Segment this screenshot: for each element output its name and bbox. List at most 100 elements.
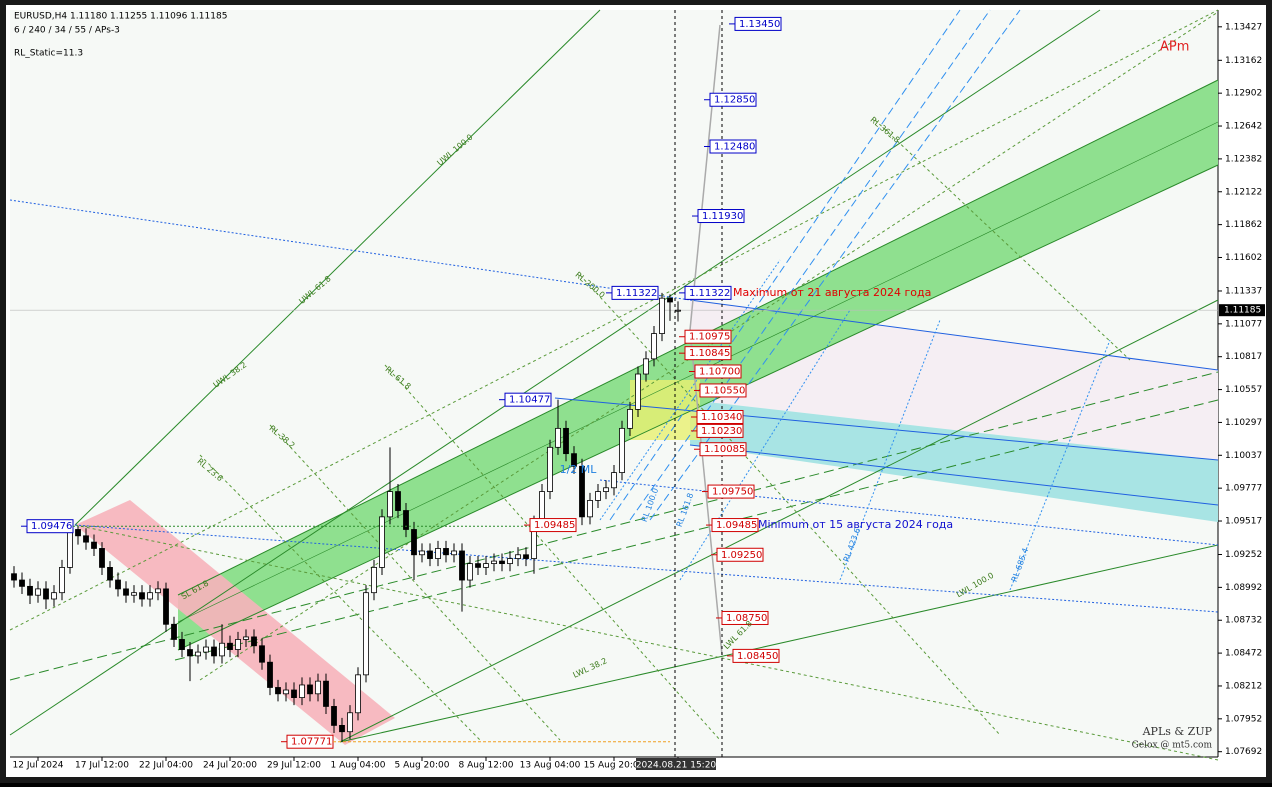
candle-body (635, 373, 641, 410)
level-label: 1.10550 (704, 385, 745, 396)
level-label: 1.09485 (534, 520, 575, 531)
candle-body (643, 358, 649, 375)
x-tick-label: 13 Aug 04:00 (520, 761, 581, 771)
y-tick-label: 1.11077 (1225, 319, 1262, 329)
blue-fan (649, 9, 1021, 521)
candle-body (499, 560, 505, 565)
candle-body (387, 491, 393, 518)
candle-body (339, 725, 345, 733)
candle-body (131, 592, 137, 596)
level-label: 1.09485 (716, 520, 757, 531)
level-label: 1.12850 (714, 95, 755, 106)
x-cursor-box (636, 758, 716, 770)
candle-body (483, 563, 489, 568)
candle-body (411, 529, 417, 556)
zigzag (689, 329, 723, 656)
rl-line (579, 274, 1001, 736)
level-label: 1.08450 (737, 651, 778, 662)
median-line (74, 524, 1219, 613)
fan-line (339, 544, 1219, 743)
indicator: RL_Static=11.3 (14, 49, 83, 59)
level-box (684, 346, 732, 361)
current-price-label: 1.11185 (1224, 306, 1261, 316)
candle-body (547, 446, 553, 492)
candle-body (403, 510, 409, 530)
candle-body (275, 687, 281, 695)
candle-body (595, 491, 601, 501)
candle-body (219, 642, 225, 657)
level-box (699, 383, 747, 398)
level-box (699, 442, 747, 457)
fan-line (74, 524, 1219, 761)
fan-line (9, 9, 1219, 631)
level-label: 1.11322 (616, 288, 657, 299)
candle-body (259, 645, 265, 663)
level-box (611, 285, 659, 300)
level-box (716, 547, 764, 562)
candle-body (307, 684, 313, 695)
candle-body (235, 639, 241, 650)
candle-body (299, 684, 305, 698)
level-label: 1.10700 (699, 366, 740, 377)
level-label: 1.09750 (712, 487, 753, 498)
blue-fan (609, 9, 961, 521)
y-tick-label: 1.08732 (1225, 616, 1262, 626)
level-box (684, 329, 732, 344)
candle-body (291, 689, 297, 698)
y-tick-label: 1.07952 (1225, 714, 1262, 724)
x-tick-label: 22 Jul 04:00 (139, 761, 193, 771)
candle-body (571, 453, 577, 467)
x-tick-label: 12 Jul 2024 (13, 761, 64, 771)
fan-line (339, 299, 1219, 743)
rl-line (269, 424, 561, 741)
level-label: 1.10477 (509, 395, 550, 406)
x-tick-label: 8 Aug 12:00 (459, 761, 514, 771)
level-label: 1.10845 (689, 348, 730, 359)
candle-body (11, 573, 17, 581)
candle-body (195, 651, 201, 657)
candle-body (331, 706, 337, 726)
x-tick-label: 24 Jul 20:00 (203, 761, 257, 771)
level-box (711, 518, 759, 533)
y-tick-label: 1.13162 (1225, 56, 1262, 66)
candle-body (163, 588, 169, 625)
blue-fan (839, 319, 941, 581)
candle-body (459, 550, 465, 581)
x-tick-label: 2024.08.21 15:20 (636, 761, 717, 771)
level-box (694, 364, 742, 379)
candle-body (675, 309, 681, 312)
median-line (689, 299, 1219, 371)
candle-body (379, 516, 385, 568)
candle-body (19, 579, 25, 587)
level-box (696, 423, 744, 438)
candle-body (515, 554, 521, 559)
y-tick-label: 1.13427 (1225, 22, 1262, 32)
level-box (732, 648, 780, 663)
y-tick-label: 1.09777 (1225, 484, 1262, 494)
candle-body (443, 548, 449, 556)
blue-fan (629, 9, 991, 521)
median-line (554, 397, 1219, 461)
candle-body (171, 623, 177, 640)
level-box (734, 16, 782, 31)
candle-body (611, 472, 617, 489)
candle-body (107, 567, 113, 581)
candle-body (491, 560, 497, 565)
level-box (709, 92, 757, 107)
level-label: 1.13450 (739, 19, 780, 30)
watermark: APLs & ZUP (1142, 725, 1213, 738)
candle-body (227, 642, 233, 650)
level-label: 1.07771 (291, 737, 332, 748)
candle-body (91, 541, 97, 549)
candle-body (267, 661, 273, 688)
candle-body (35, 588, 41, 596)
level-label: 1.09250 (721, 550, 762, 561)
lines (9, 9, 1219, 761)
level-label: 1.10230 (701, 426, 742, 437)
candle-body (603, 487, 609, 492)
level-label: 1.11322 (689, 288, 730, 299)
y-tick-label: 1.11602 (1225, 253, 1262, 263)
y-tick-label: 1.09252 (1225, 550, 1262, 560)
rl-line (874, 119, 1131, 361)
subheader: 6 / 240 / 34 / 55 / APs-3 (14, 26, 120, 36)
